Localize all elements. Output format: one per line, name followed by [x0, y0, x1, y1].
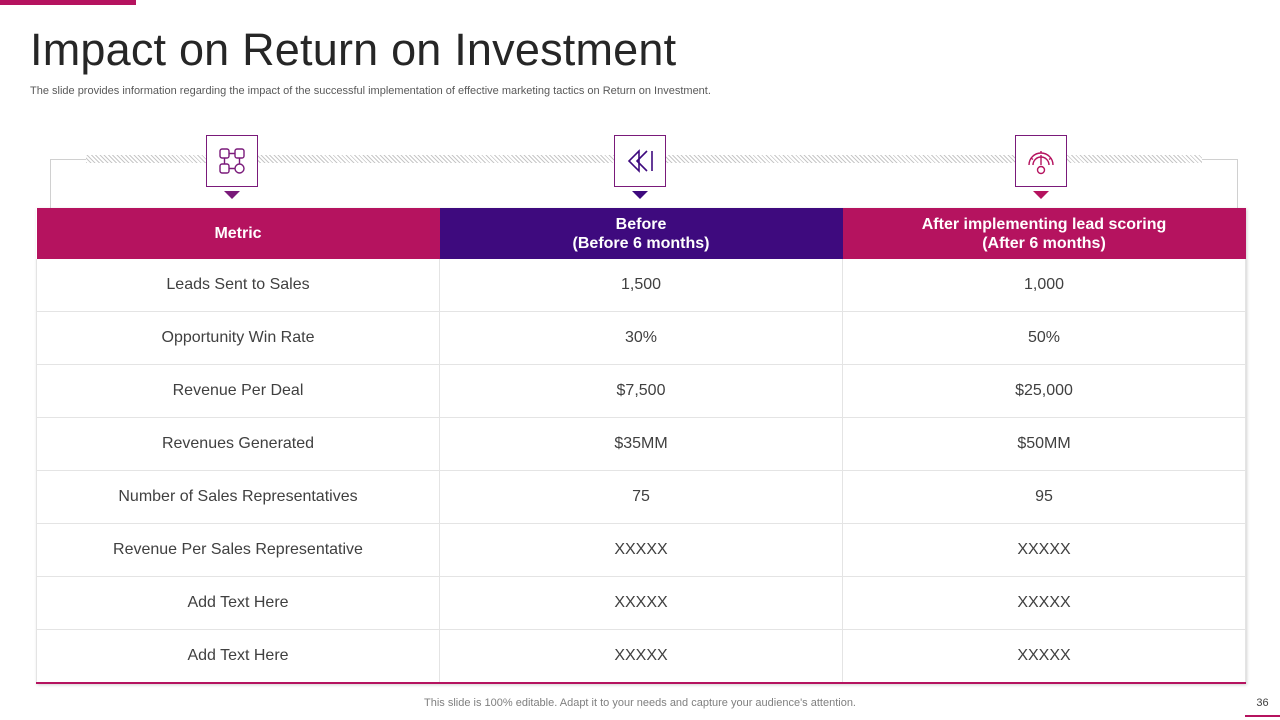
- page-number-underline: [1245, 715, 1280, 717]
- metric-cell: Add Text Here: [36, 576, 440, 630]
- after-cell: 50%: [842, 311, 1246, 365]
- slide-subtitle: The slide provides information regarding…: [30, 85, 711, 97]
- metric-cell: Revenue Per Sales Representative: [36, 523, 440, 577]
- after-cell: $25,000: [842, 364, 1246, 418]
- header-before-label: Before: [615, 215, 667, 233]
- metric-cell: Add Text Here: [36, 629, 440, 684]
- before-cell: $7,500: [439, 364, 843, 418]
- table-row: Add Text Here XXXXX XXXXX: [36, 629, 1246, 684]
- header-before: Before (Before 6 months): [439, 208, 843, 259]
- table-row: Revenue Per Deal $7,500 $25,000: [36, 364, 1246, 418]
- header-after-label: After implementing lead scoring: [921, 215, 1167, 233]
- table-row: Leads Sent to Sales 1,500 1,000: [36, 259, 1246, 312]
- before-cell: 1,500: [439, 259, 843, 312]
- pointer-triangle: [632, 191, 648, 199]
- metric-cell: Leads Sent to Sales: [36, 259, 440, 312]
- metric-cell: Revenue Per Deal: [36, 364, 440, 418]
- metric-cell: Revenues Generated: [36, 417, 440, 471]
- before-cell: $35MM: [439, 417, 843, 471]
- metric-cell: Number of Sales Representatives: [36, 470, 440, 524]
- before-cell: XXXXX: [439, 629, 843, 684]
- slide-title: Impact on Return on Investment: [30, 24, 677, 75]
- table-row: Number of Sales Representatives 75 95: [36, 470, 1246, 524]
- metric-cell: Opportunity Win Rate: [36, 311, 440, 365]
- after-cell: 1,000: [842, 259, 1246, 312]
- header-metric: Metric: [36, 208, 440, 259]
- after-cell: XXXXX: [842, 629, 1246, 684]
- table-row: Revenue Per Sales Representative XXXXX X…: [36, 523, 1246, 577]
- workflow-icon: [206, 135, 258, 187]
- header-after-period: (After 6 months): [982, 234, 1106, 252]
- before-cell: 30%: [439, 311, 843, 365]
- after-cell: XXXXX: [842, 523, 1246, 577]
- top-accent-bar: [0, 0, 136, 5]
- before-cell: XXXXX: [439, 523, 843, 577]
- after-cell: 95: [842, 470, 1246, 524]
- table-row: Opportunity Win Rate 30% 50%: [36, 311, 1246, 365]
- speedometer-icon: [1015, 135, 1067, 187]
- after-cell: $50MM: [842, 417, 1246, 471]
- before-cell: 75: [439, 470, 843, 524]
- table-row: Add Text Here XXXXX XXXXX: [36, 576, 1246, 630]
- roi-table: Metric Before (Before 6 months) After im…: [36, 208, 1246, 684]
- header-before-period: (Before 6 months): [572, 234, 710, 252]
- after-cell: XXXXX: [842, 576, 1246, 630]
- table-header-row: Metric Before (Before 6 months) After im…: [36, 208, 1246, 259]
- before-cell: XXXXX: [439, 576, 843, 630]
- footer-note: This slide is 100% editable. Adapt it to…: [424, 697, 856, 709]
- header-after: After implementing lead scoring (After 6…: [842, 208, 1246, 259]
- rewind-icon: [614, 135, 666, 187]
- table-row: Revenues Generated $35MM $50MM: [36, 417, 1246, 471]
- pointer-triangle: [1033, 191, 1049, 199]
- page-number: 36: [1256, 697, 1269, 709]
- pointer-triangle: [224, 191, 240, 199]
